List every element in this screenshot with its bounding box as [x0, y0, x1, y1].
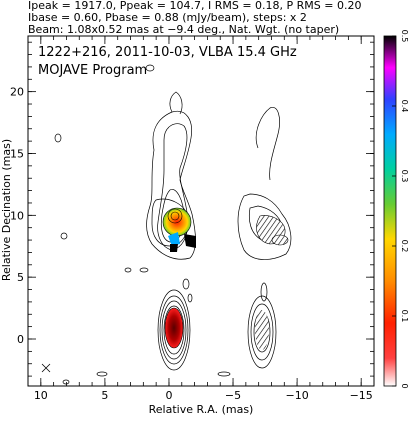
colorbar-tick-label: 0 [400, 383, 409, 388]
contour-blob [54, 133, 62, 143]
pol-contour-knot [237, 193, 292, 260]
contour-blob [145, 64, 155, 72]
pol-hatched-knot-2 [271, 234, 289, 246]
y-tick-label: 10 [10, 209, 24, 222]
beam-line: Beam: 1.08x0.52 mas at −9.4 deg., Nat. W… [28, 23, 340, 36]
y-tick-label: 0 [17, 333, 24, 346]
y-tick-label: 5 [17, 271, 24, 284]
x-axis-label: Relative R.A. (mas) [149, 403, 254, 416]
x-tick-label: 10 [34, 389, 48, 402]
core-contour [157, 289, 191, 371]
pol-hatched-core [255, 310, 269, 350]
axis-ticks: 10 5 0 −5 −10 −15 0 5 10 15 20 [10, 36, 375, 402]
polarization-panel [237, 106, 292, 369]
pol-contour-core [250, 303, 274, 361]
knot-pol-blue [168, 232, 180, 246]
contour-blob [139, 267, 149, 273]
contour-tip [169, 91, 183, 115]
contour-blob [124, 267, 132, 273]
core-contour [161, 300, 187, 360]
colorbar-ticks: 0 0.1 0.2 0.3 0.4 0.5 [392, 30, 409, 389]
contour-outer [146, 110, 196, 260]
y-axis-label: Relative Decination (mas) [0, 139, 13, 281]
contour-blob [60, 232, 68, 240]
core-fill [164, 307, 184, 349]
colorbar-tick-label: 0.5 [400, 30, 409, 43]
contour-blob [187, 293, 193, 303]
contour-blob [96, 371, 108, 377]
x-tick-label: −10 [286, 389, 309, 402]
contour-blob [217, 371, 231, 377]
plot-frame [27, 35, 375, 387]
intensity-panel [54, 64, 231, 385]
plot-subtitle: MOJAVE Program [38, 63, 147, 78]
knot-contour-peak [170, 211, 180, 221]
plot-title: 1222+216, 2011-10-03, VLBA 15.4 GHz [38, 45, 297, 60]
contour-blob [182, 278, 190, 290]
contour-3 [160, 188, 185, 243]
stats-line-2: Ibase = 0.60, Pbase = 0.88 (mJy/beam), s… [28, 11, 307, 24]
colorbar-tick-label: 0.2 [400, 240, 409, 253]
x-tick-label: −5 [225, 389, 241, 402]
core-contour [159, 295, 189, 365]
x-tick-label: −15 [350, 389, 373, 402]
stats-line-1: Ipeak = 1917.0, Ppeak = 104.7, I RMS = 0… [28, 0, 362, 12]
pol-contour-core [247, 295, 277, 369]
colorbar [383, 35, 397, 387]
pol-contour-stem [260, 282, 268, 302]
core-contour [163, 305, 185, 355]
x-tick-label: 5 [101, 389, 108, 402]
pol-contour-outer [255, 106, 280, 181]
knot-pol-black [170, 244, 178, 252]
x-tick-label: 0 [165, 389, 172, 402]
beam-marker [41, 363, 51, 373]
knot-contour-inner [167, 208, 183, 224]
contour-blob [62, 379, 70, 385]
colorbar-tick-label: 0.3 [400, 170, 409, 183]
y-tick-label: 20 [10, 86, 24, 99]
colorbar-tick-label: 0.4 [400, 100, 409, 113]
colorbar-tick-label: 0.1 [400, 310, 409, 323]
y-tick-label: 15 [10, 147, 24, 160]
knot-pol-black [184, 234, 196, 248]
